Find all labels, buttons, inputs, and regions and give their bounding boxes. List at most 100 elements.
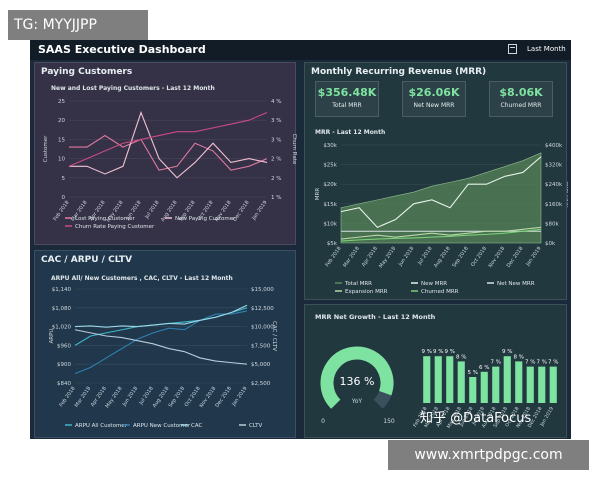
dashboard: SAAS Executive Dashboard Last Month Payi… bbox=[30, 40, 571, 439]
zhihu-watermark-text: 知乎 @DataFocus bbox=[420, 410, 532, 426]
bar-value-label: 6 % bbox=[479, 365, 489, 371]
y-tick-label: $20k bbox=[323, 182, 337, 188]
y-tick-label: $960 bbox=[57, 343, 71, 349]
bar bbox=[469, 377, 477, 403]
dashboard-title: SAAS Executive Dashboard bbox=[38, 43, 206, 56]
paying-customers-panel: Paying Customers New and Lost Paying Cus… bbox=[34, 62, 297, 245]
x-tick-label: Dec 2018 bbox=[506, 246, 525, 269]
y-tick-label: 20 bbox=[58, 118, 65, 124]
bar bbox=[503, 356, 511, 403]
yoy-gauge: 136 % YoY 0 150 bbox=[320, 346, 395, 425]
y-axis-label: ARPU bbox=[49, 329, 55, 344]
y-tick-label: $25k bbox=[323, 163, 337, 169]
calendar-icon[interactable] bbox=[508, 44, 517, 54]
legend-label: CLTV bbox=[249, 423, 263, 429]
y-tick-label: $5k bbox=[327, 241, 338, 247]
y-tick-label: 15 bbox=[58, 137, 65, 143]
y2-axis-label: Churn Rate bbox=[291, 134, 297, 165]
watermark-top: TG: MYYJJPP bbox=[8, 10, 148, 40]
cac-arpu-cltv-chart: $840 $900 $960 $1,020 $1,080 $1,140 $2,500 $5,0… bbox=[49, 287, 277, 429]
cac-panel-title: CAC / ARPU / CLTV bbox=[41, 255, 133, 265]
kpi-total-mrr[interactable]: $356.48K Total MRR bbox=[315, 81, 379, 117]
gauge-fill bbox=[320, 346, 394, 409]
bar-value-label: 9 % bbox=[502, 349, 512, 355]
cac-arpu-cltv-panel: CAC / ARPU / CLTV ARPU All/ New Customer… bbox=[34, 250, 296, 438]
bar-value-label: 7 % bbox=[548, 360, 558, 366]
x-tick-label: May 2018 bbox=[378, 246, 397, 270]
legend-label: ARPU New Customer bbox=[133, 423, 191, 429]
series-line-cac bbox=[74, 304, 248, 328]
zhihu-watermark: 知乎 @DataFocus bbox=[420, 410, 532, 426]
legend-label: Churn Rate Paying Customer bbox=[75, 224, 155, 230]
x-tick-label: Apr 2018 bbox=[361, 246, 379, 268]
bar-value-label: 8 % bbox=[456, 354, 466, 360]
mrr-growth-panel: MRR Net Growth - Last 12 Month 136 % YoY… bbox=[304, 304, 567, 438]
bar-value-label: 9 % bbox=[433, 349, 443, 355]
y2-axis-label: CAC / CLTV bbox=[271, 321, 277, 351]
x-tick-label: Jun 2018 bbox=[397, 246, 415, 268]
gauge-min: 0 bbox=[321, 418, 325, 425]
y2-tick-label: $2,500 bbox=[251, 381, 271, 387]
gauge-label: YoY bbox=[351, 398, 363, 405]
y2-tick-label: 2 % bbox=[271, 176, 281, 182]
x-tick-label: Feb 2018 bbox=[52, 200, 70, 222]
y-tick-label: $1,140 bbox=[52, 287, 72, 293]
bar bbox=[480, 371, 488, 403]
kpi-net-new-mrr[interactable]: $26.06K Net New MRR bbox=[402, 81, 466, 117]
legend-label: Churned MRR bbox=[421, 289, 459, 295]
mrr-growth-title: MRR Net Growth - Last 12 Month bbox=[315, 313, 436, 321]
gauge-value: 136 % bbox=[340, 375, 375, 388]
y2-tick-label: $15,000 bbox=[251, 287, 274, 293]
bar bbox=[549, 366, 557, 403]
legend-label: New MRR bbox=[421, 281, 447, 287]
mrr-panel-title: Monthly Recurring Revenue (MRR) bbox=[311, 67, 487, 77]
x-tick-label: Nov 2018 bbox=[488, 246, 507, 269]
x-tick-label: Aug 2018 bbox=[433, 246, 452, 269]
period-selector[interactable]: Last Month bbox=[527, 45, 566, 53]
y-tick-label: $900 bbox=[57, 362, 71, 368]
y-tick-label: 0 bbox=[62, 195, 66, 201]
series-line-churned-mrr bbox=[340, 228, 542, 242]
legend-label: ARPU All Customer bbox=[75, 423, 128, 429]
bar bbox=[434, 356, 442, 403]
bar bbox=[446, 356, 454, 403]
x-tick-label: Sep 2018 bbox=[451, 246, 470, 269]
legend-label: Expansion MRR bbox=[345, 289, 388, 295]
series-line-lost-paying-customer bbox=[69, 134, 268, 171]
y2-tick-label: $320k bbox=[545, 163, 563, 169]
series-line-cltv bbox=[74, 329, 248, 365]
paying-customers-title: Paying Customers bbox=[41, 67, 133, 77]
kpi-churned-mrr-label: Churned MRR bbox=[500, 102, 542, 109]
watermark-bottom: www.xmrtpdpgc.com bbox=[388, 440, 589, 470]
x-tick-label: Jan 2019 bbox=[251, 200, 269, 222]
y2-axis-label: Total MRR bbox=[565, 180, 568, 208]
y2-tick-label: 1 % bbox=[271, 195, 281, 201]
legend-label: Lost Paying Customer bbox=[75, 216, 136, 222]
y-axis-label: MRR bbox=[315, 188, 321, 201]
y-tick-label: 10 bbox=[58, 157, 65, 163]
mrr-chart-subtitle: MRR - Last 12 Month bbox=[315, 129, 386, 136]
y2-tick-label: 3 % bbox=[271, 118, 281, 124]
y2-tick-label: 2 % bbox=[271, 157, 281, 163]
bar bbox=[492, 366, 500, 403]
y-tick-label: 5 bbox=[62, 176, 66, 182]
bar-value-label: 7 % bbox=[491, 360, 501, 366]
y-tick-label: $1,080 bbox=[52, 306, 72, 312]
bar-value-label: 5 % bbox=[468, 370, 478, 376]
y2-tick-label: $7,500 bbox=[251, 343, 271, 349]
bar-value-label: 8 % bbox=[514, 354, 524, 360]
series-line-expansion-mrr bbox=[340, 226, 542, 240]
x-tick-label: Jan 2019 bbox=[525, 246, 543, 268]
cac-panel-subtitle: ARPU All/ New Customers , CAC, CLTV - La… bbox=[51, 275, 233, 282]
kpi-churned-mrr[interactable]: $8.06K Churned MRR bbox=[489, 81, 553, 117]
y2-tick-label: $10,000 bbox=[251, 325, 274, 331]
y2-tick-label: $80k bbox=[545, 221, 559, 227]
mrr-chart: $5k $10k $15k $20k $25k $30k $0k $80k $160k $240k… bbox=[315, 143, 568, 295]
bar bbox=[515, 361, 523, 403]
bar-value-label: 7 % bbox=[525, 360, 535, 366]
kpi-net-new-mrr-label: Net New MRR bbox=[413, 102, 455, 109]
x-tick-label: Jul 2018 bbox=[416, 246, 433, 267]
mrr-panel: Monthly Recurring Revenue (MRR) $356.48K… bbox=[304, 62, 568, 300]
